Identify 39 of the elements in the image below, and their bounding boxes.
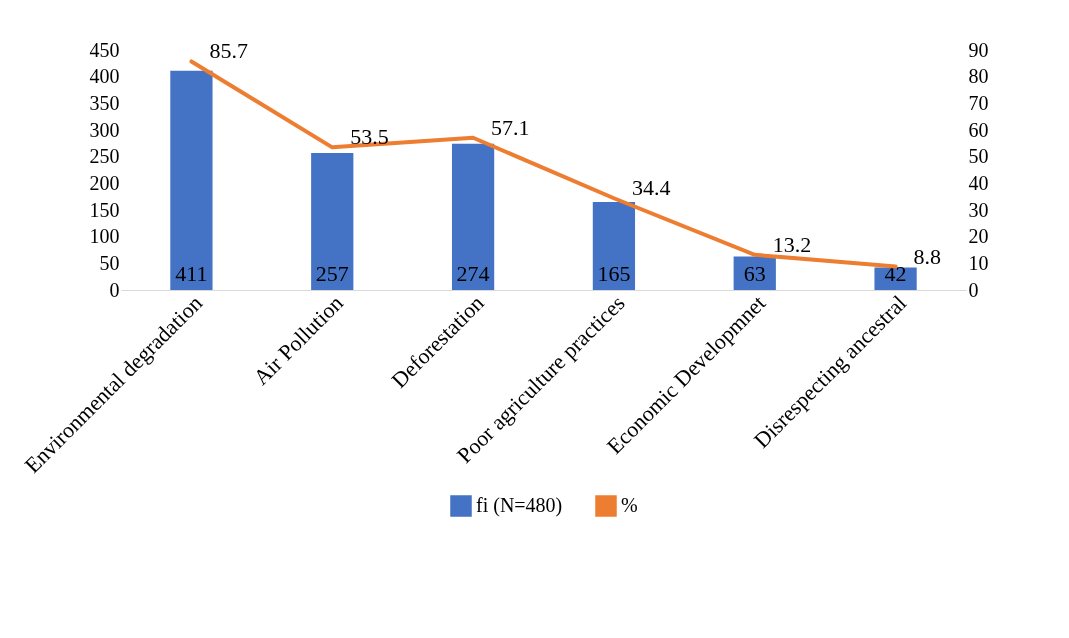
y-tick-label: 250: [89, 145, 120, 168]
y-tick-label: 100: [89, 225, 120, 248]
y2-tick-label: 40: [968, 171, 989, 194]
data-label: 13.2: [772, 231, 812, 257]
y2-tick-label: 90: [968, 38, 989, 61]
y-tick-label: 400: [89, 65, 120, 88]
y2-tick-label: 20: [968, 225, 989, 248]
data-label: 34.4: [631, 175, 671, 201]
y2-tick-label: 10: [968, 251, 989, 274]
y2-tick-label: 30: [968, 198, 989, 221]
data-label: 57.1: [491, 114, 530, 140]
line-series: [189, 59, 898, 269]
bar: [451, 143, 495, 290]
data-label: 165: [597, 261, 631, 286]
y2-tick-label: 80: [968, 65, 989, 88]
bar: [170, 70, 213, 290]
bar: [592, 202, 636, 290]
data-label: 42: [884, 261, 907, 286]
legend-label: fi (N=480): [476, 494, 563, 517]
data-label: 85.7: [209, 38, 248, 64]
bar: [311, 152, 354, 290]
data-label: 257: [315, 261, 349, 286]
data-label: 274: [456, 261, 490, 286]
y-tick-label: 300: [89, 118, 120, 141]
y-tick-label: 350: [89, 91, 120, 114]
data-label: 8.8: [913, 243, 942, 269]
data-label: 53.5: [350, 124, 389, 150]
legend-label: %: [621, 494, 638, 516]
y-tick-label: 150: [89, 198, 120, 221]
y-tick-label: 200: [89, 171, 120, 194]
data-label: 63: [743, 261, 766, 286]
y-tick-label: 450: [89, 38, 120, 61]
y2-tick-label: 60: [968, 118, 989, 141]
y2-tick-label: 0: [968, 278, 979, 301]
y2-tick-label: 70: [968, 91, 989, 114]
y-tick-label: 50: [99, 251, 120, 274]
data-label: 411: [175, 261, 208, 286]
y-tick-label: 0: [109, 278, 120, 301]
y2-tick-label: 50: [968, 145, 989, 168]
